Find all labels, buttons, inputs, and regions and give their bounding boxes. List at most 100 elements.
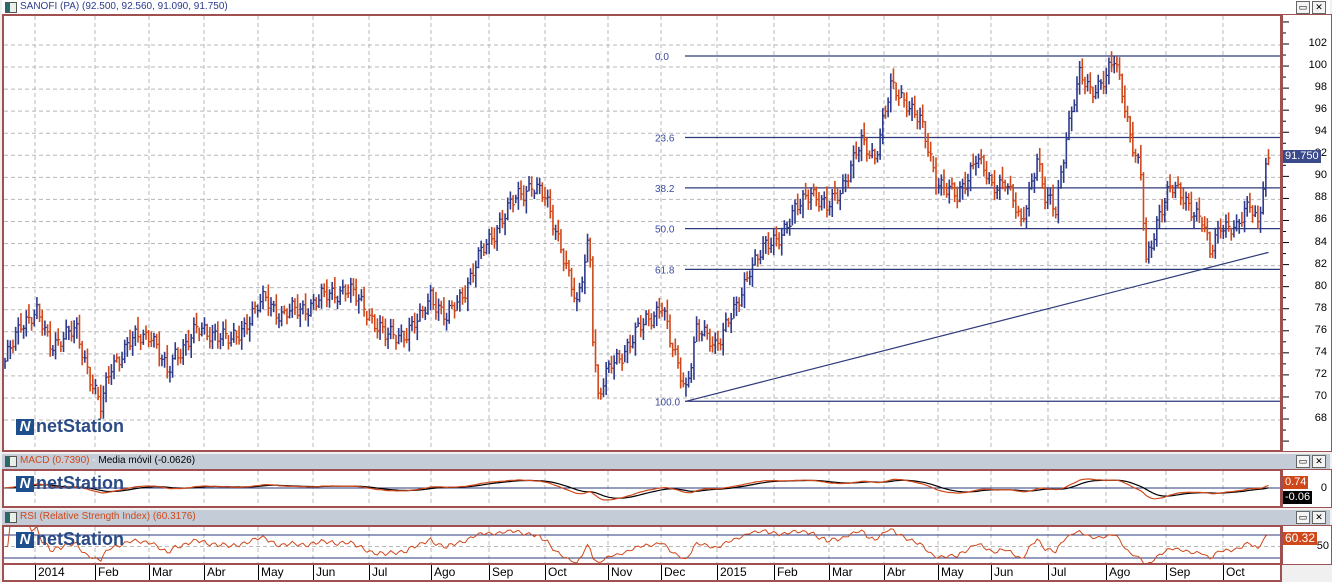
main-title: SANOFI (PA) (92.500, 92.560, 91.090, 91.… — [20, 1, 228, 12]
month-tick — [1106, 565, 1107, 580]
price-tick-label: 68 — [1314, 412, 1327, 425]
month-label: 2014 — [38, 565, 65, 579]
rsi-axis: 60.32 50 — [1280, 525, 1332, 565]
month-label: Nov — [611, 565, 633, 579]
restore-button[interactable]: ▭ — [1296, 511, 1310, 524]
fib-label: 0.0 — [655, 52, 669, 63]
month-label: 2015 — [720, 565, 747, 579]
macd-signal-label: -0.06 — [1283, 491, 1313, 504]
rsi-chart[interactable] — [4, 527, 1280, 563]
close-button[interactable]: ✕ — [1312, 1, 1326, 14]
price-tick-label: 80 — [1314, 279, 1327, 292]
month-tick — [991, 565, 992, 580]
rsi-line — [5, 527, 1269, 563]
month-tick — [829, 565, 830, 580]
logo-text: netStation — [36, 529, 124, 549]
month-tick — [95, 565, 96, 580]
month-tick — [35, 565, 36, 580]
fib-label: 61.8 — [655, 265, 675, 276]
month-label: May — [261, 565, 284, 579]
price-tick-label: 96 — [1314, 103, 1327, 116]
chart-window-icon — [5, 2, 17, 13]
restore-button[interactable]: ▭ — [1296, 1, 1310, 14]
month-tick — [489, 565, 490, 580]
price-axis[interactable]: 68 70 72 74 76 78 80 82 84 86 88 90 92 94 96 98 100 102 9… — [1280, 14, 1332, 452]
month-tick — [717, 565, 718, 580]
close-button[interactable]: ✕ — [1312, 511, 1326, 524]
month-tick — [545, 565, 546, 580]
month-label: Oct — [548, 565, 567, 579]
close-button[interactable]: ✕ — [1312, 455, 1326, 468]
macd-signal-title: Media móvil (-0.0626) — [98, 455, 196, 466]
month-label: Jun — [994, 565, 1014, 579]
month-label: Mar — [832, 565, 853, 579]
month-label: Ago — [1109, 565, 1131, 579]
macd-chart[interactable] — [4, 471, 1280, 506]
month-tick — [313, 565, 314, 580]
month-tick — [1166, 565, 1167, 580]
price-tick-label: 86 — [1314, 213, 1327, 226]
month-tick — [661, 565, 662, 580]
month-label: Jun — [316, 565, 336, 579]
month-tick — [938, 565, 939, 580]
month-label: Ago — [434, 565, 456, 579]
month-label: Feb — [777, 565, 798, 579]
price-tick-label: 74 — [1314, 345, 1327, 358]
month-tick — [1223, 565, 1224, 580]
fib-label: 50.0 — [655, 225, 675, 236]
month-label: May — [941, 565, 964, 579]
price-tick-label: 70 — [1314, 389, 1327, 402]
last-price-label: 91.750 — [1283, 150, 1321, 163]
price-tick-label: 90 — [1314, 169, 1327, 182]
month-tick — [149, 565, 150, 580]
fib-label: 23.6 — [655, 134, 675, 145]
fib-label: 38.2 — [655, 184, 675, 195]
month-label: Jul — [1051, 565, 1067, 579]
month-label: Feb — [98, 565, 119, 579]
month-label: Abr — [887, 565, 906, 579]
price-tick-label: 100 — [1308, 59, 1327, 72]
price-tick-label: 102 — [1308, 37, 1327, 49]
time-axis[interactable]: 2014 Feb Mar Abr May Jun Jul Ago Sep Oct Nov Dec 201… — [2, 563, 1282, 582]
chart-window-icon — [5, 512, 17, 523]
price-tick-label: 76 — [1314, 323, 1327, 336]
macd-panel-header: MACD (0.7390) - Media móvil (-0.0626) ▭ ✕ — [2, 454, 1330, 469]
month-tick — [1048, 565, 1049, 580]
month-label: Dec — [664, 565, 686, 579]
price-tick-label: 94 — [1314, 125, 1327, 138]
logo-text: netStation — [36, 473, 124, 493]
netstation-logo-icon: N — [16, 531, 34, 548]
price-tick-label: 98 — [1314, 81, 1327, 94]
month-tick — [204, 565, 205, 580]
price-tick-label: 78 — [1314, 301, 1327, 314]
trend-line — [685, 251, 1269, 402]
month-tick — [431, 565, 432, 580]
month-tick — [258, 565, 259, 580]
macd-axis: 0.74 -0.06 0 — [1280, 469, 1332, 508]
month-label: Sep — [1169, 565, 1191, 579]
rsi-value-label: 60.32 — [1283, 531, 1318, 545]
month-label: Oct — [1226, 565, 1245, 579]
price-chart[interactable]: 0.0 23.6 38.2 50.0 61.8 100.0 — [4, 16, 1280, 450]
month-tick — [884, 565, 885, 580]
month-label: Sep — [492, 565, 514, 579]
month-tick — [369, 565, 370, 580]
restore-button[interactable]: ▭ — [1296, 455, 1310, 468]
macd-zero-label: 0 — [1320, 482, 1327, 494]
fib-label: 100.0 — [655, 397, 680, 408]
price-tick-label: 72 — [1314, 367, 1327, 380]
title-separator: - — [89, 455, 99, 466]
netstation-logo-icon: N — [16, 475, 34, 492]
rsi-title: RSI (Relative Strength Index) (60.3176) — [20, 511, 196, 522]
macd-line — [4, 478, 1269, 501]
rsi-50-label: 50 — [1316, 540, 1329, 552]
macd-signal-line — [4, 479, 1269, 499]
month-tick — [774, 565, 775, 580]
month-label: Mar — [152, 565, 173, 579]
